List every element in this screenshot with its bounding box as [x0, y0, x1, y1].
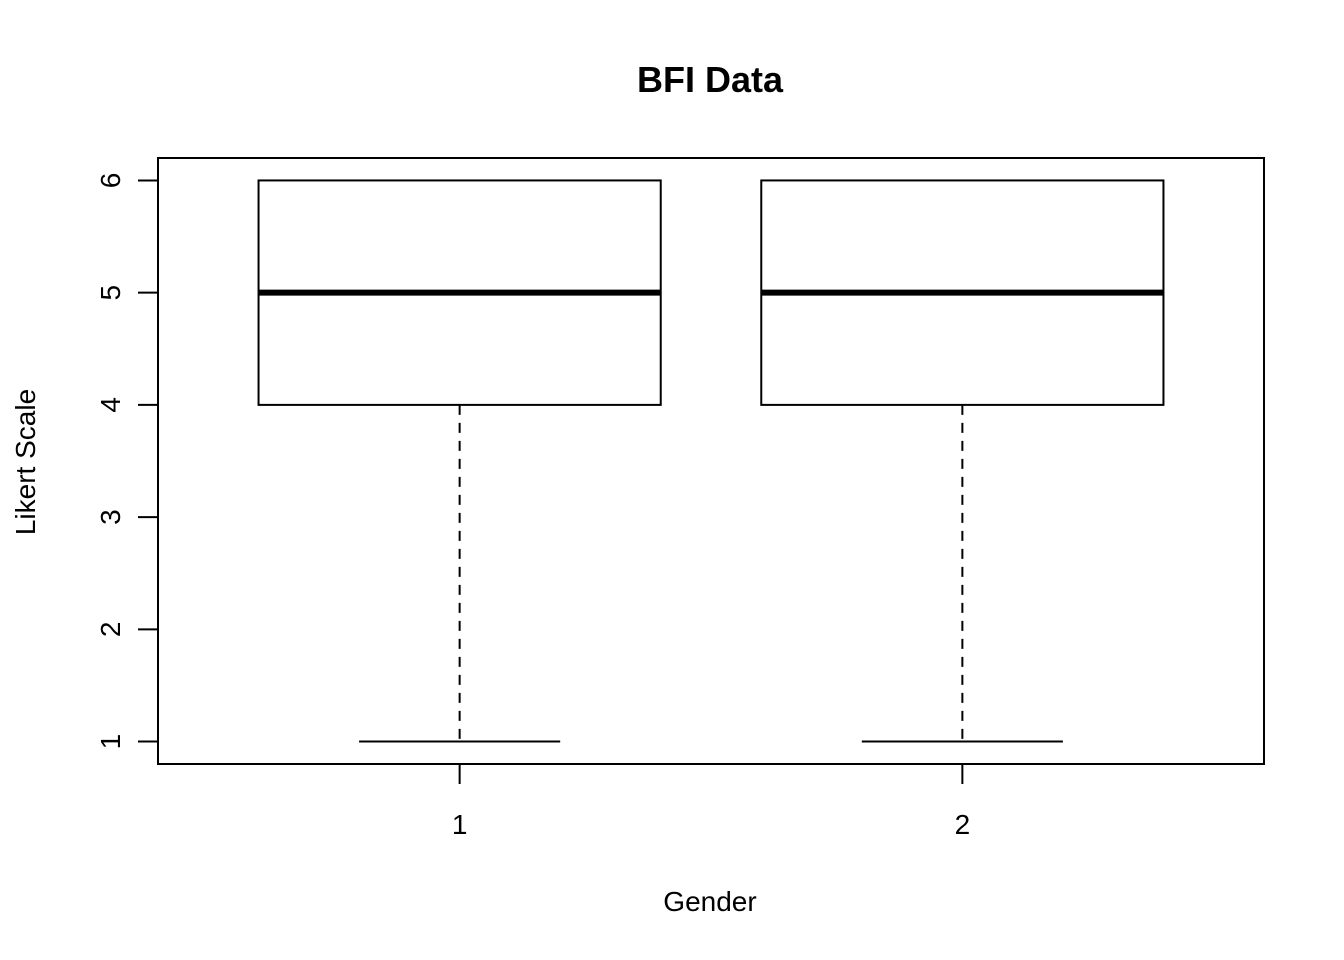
- y-tick-label: 6: [95, 173, 126, 189]
- y-axis-label: Likert Scale: [10, 389, 41, 535]
- chart-title: BFI Data: [637, 59, 784, 100]
- box-group: [257, 179, 662, 743]
- y-tick-label: 3: [95, 509, 126, 525]
- x-tick-label: 2: [955, 809, 971, 840]
- y-tick-label: 1: [95, 734, 126, 750]
- box-group: [760, 179, 1165, 743]
- y-tick-label: 4: [95, 397, 126, 413]
- y-tick-label: 2: [95, 622, 126, 638]
- box-series: [257, 179, 1165, 743]
- y-axis: 1 2 3 4 5 6: [95, 173, 159, 750]
- x-tick-label: 1: [452, 809, 468, 840]
- y-tick-label: 5: [95, 285, 126, 301]
- x-axis-label: Gender: [663, 886, 756, 917]
